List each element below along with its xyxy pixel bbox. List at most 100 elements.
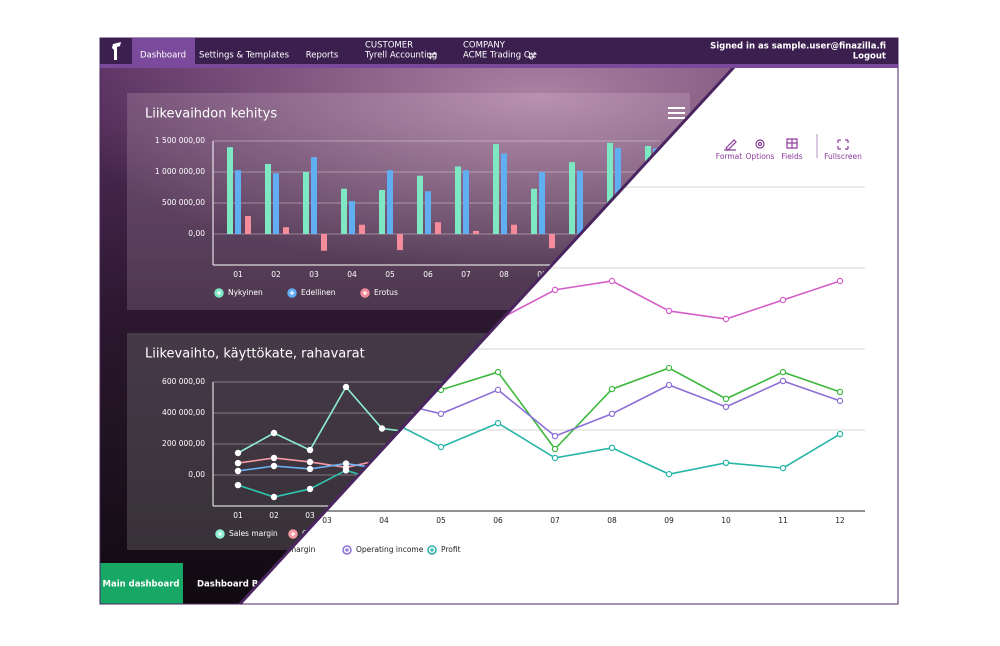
bar (463, 170, 469, 234)
toolbar-button[interactable]: Options (746, 152, 775, 161)
line-point (665, 307, 673, 315)
line-point (779, 464, 787, 472)
x-tick-label: 08 (499, 270, 509, 279)
line-point (608, 385, 616, 393)
bar (531, 188, 537, 234)
nav-item[interactable]: Dashboard (140, 51, 186, 61)
toolbar-button[interactable]: Format (716, 152, 742, 161)
toolbar-button[interactable]: Fields (781, 152, 802, 161)
split-line (238, 64, 737, 606)
x-tick-label: 02 (269, 511, 279, 520)
legend-marker-plus (345, 548, 349, 552)
x-tick-label: 03 (309, 270, 319, 279)
line-point (836, 430, 844, 438)
line-point (494, 368, 502, 376)
bar (455, 166, 461, 234)
line-point (608, 444, 616, 452)
line-point (234, 459, 242, 467)
bar (569, 162, 575, 234)
nav-label: CUSTOMER (365, 41, 413, 51)
x-tick-label: 08 (607, 516, 617, 525)
swap-icon[interactable] (527, 51, 538, 60)
x-tick-label: 02 (271, 270, 281, 279)
line-point (722, 459, 730, 467)
menu-icon[interactable] (668, 107, 685, 119)
bar (397, 234, 403, 251)
legend-label: Nykyinen (228, 288, 263, 297)
x-tick-label: 03 (305, 511, 315, 520)
line-point (551, 286, 559, 294)
toolbar-icons (724, 138, 849, 151)
x-tick-label: 05 (436, 516, 446, 525)
line-point (437, 410, 445, 417)
toolbar-button[interactable]: Fullscreen (824, 152, 862, 161)
legend-marker-plus (218, 532, 222, 536)
bar (283, 227, 289, 234)
nav-tab-active[interactable] (132, 38, 195, 66)
y-tick-label: 400 000,00 (162, 408, 205, 417)
nav-bar: Dashboard Settings & Templates Reports C… (100, 38, 898, 68)
bar (577, 170, 583, 234)
y-tick-label: 200 000,00 (162, 439, 205, 448)
line-point (779, 296, 787, 304)
tab-label[interactable]: Dashboard B (197, 580, 258, 590)
y-tick-label: 1 000 000,00 (155, 167, 205, 176)
nav-item[interactable]: Settings & Templates (199, 51, 290, 61)
line-point (494, 386, 502, 394)
logo[interactable] (112, 42, 121, 60)
bar (245, 216, 251, 234)
legend-marker-plus (290, 291, 294, 295)
bar (387, 170, 393, 234)
bar (501, 153, 507, 234)
nav-select[interactable]: ACME Trading Oy (463, 51, 536, 61)
y-tick-label: 0,00 (188, 229, 205, 238)
signed-in: Signed in as sample.user@finazilla.fi (710, 42, 886, 52)
line-point (342, 467, 350, 474)
y-tick-label: 600 000,00 (162, 377, 205, 386)
legend-marker-plus (291, 532, 295, 536)
legend-marker-plus (430, 548, 434, 552)
bar (341, 188, 347, 234)
legend-marker-plus (363, 291, 367, 295)
bar (615, 147, 621, 234)
nav-background (100, 38, 898, 65)
line-point (306, 458, 314, 466)
line-point (722, 395, 730, 403)
bar (321, 234, 327, 251)
line-point (551, 454, 559, 462)
line-point (779, 368, 787, 376)
bar (549, 234, 555, 249)
line-point (270, 429, 278, 437)
x-tick-label: 04 (347, 270, 357, 279)
nav-select[interactable]: Tyrell Accounting (364, 51, 437, 61)
tab-active[interactable] (100, 563, 183, 604)
line-point (836, 388, 844, 396)
line-point (234, 481, 242, 489)
x-tick-label: 09 (664, 516, 674, 525)
bar (417, 175, 423, 234)
nav-item[interactable]: Reports (306, 51, 339, 61)
x-tick-label: 03 (322, 516, 332, 525)
bar (425, 191, 431, 234)
bar (311, 157, 317, 234)
line-point (665, 364, 673, 372)
x-tick-label: 01 (233, 270, 243, 279)
bar (379, 189, 385, 234)
tab-label[interactable]: Main dashboard (103, 580, 180, 590)
logout[interactable]: Logout (853, 52, 886, 62)
y-tick-label: 500 000,00 (162, 198, 205, 207)
x-tick-label: 04 (379, 516, 389, 525)
line-point (234, 449, 242, 457)
line-point (836, 277, 844, 285)
x-tick-label: 01 (233, 511, 243, 520)
bar (511, 224, 517, 234)
panel-title: Liikevaihdon kehitys (145, 107, 277, 122)
line-point (779, 377, 787, 385)
bar (235, 170, 241, 234)
line-point (437, 443, 445, 451)
swap-icon[interactable] (427, 51, 438, 60)
panel-title: Liikevaihto, käyttökate, rahavarat (145, 347, 365, 362)
bar (539, 172, 545, 234)
line-point (306, 446, 314, 454)
